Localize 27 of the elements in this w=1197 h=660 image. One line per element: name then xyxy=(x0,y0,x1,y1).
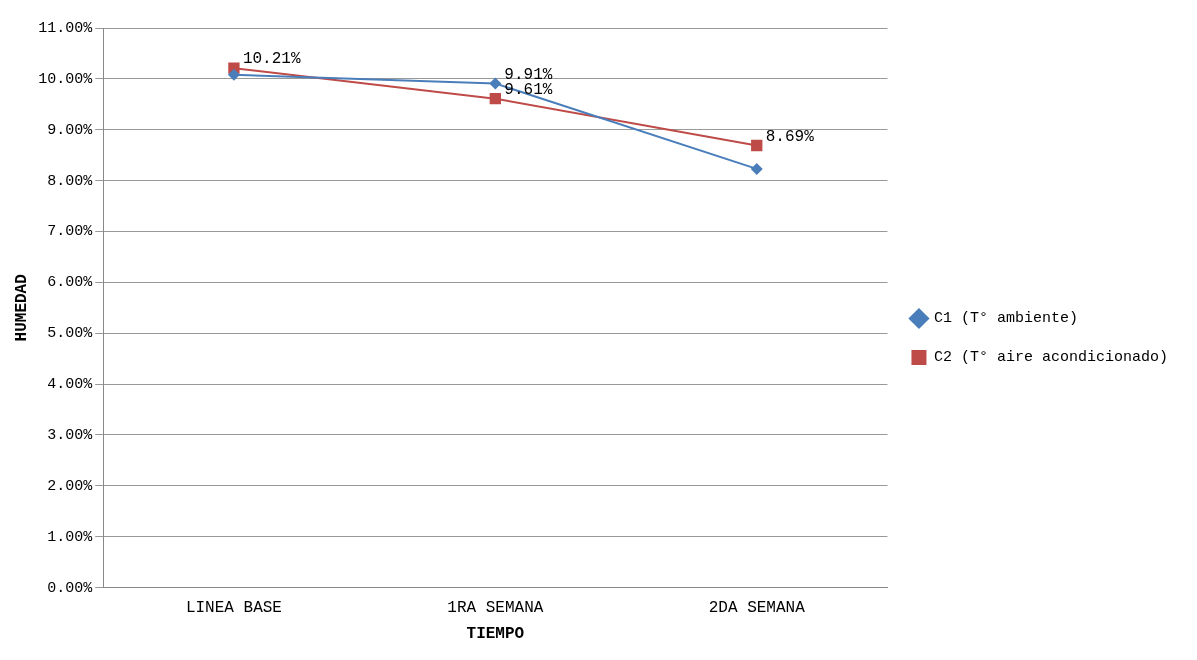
y-tick-label: 0.00% xyxy=(47,579,94,597)
y-tick-label: 4.00% xyxy=(47,376,94,394)
x-tick-label: 2DA SEMANA xyxy=(708,599,806,618)
point xyxy=(750,162,763,175)
y-tick-label: 11.00% xyxy=(38,19,94,37)
data-label: 9.91% xyxy=(504,65,553,84)
y-tick-label: 2.00% xyxy=(47,477,94,495)
y-tick-label: 6.00% xyxy=(47,274,94,292)
x-axis-title: TIEMPO xyxy=(466,625,525,644)
point xyxy=(489,77,502,90)
point xyxy=(751,139,763,152)
legend-label: C2 (T° aire acondicionado) xyxy=(933,349,1169,367)
y-tick-label: 1.00% xyxy=(47,528,94,546)
y-tick-label: 9.00% xyxy=(47,121,94,139)
x-tick-label: LINEA BASE xyxy=(185,599,282,618)
y-axis-title: HUMEDAD xyxy=(12,274,31,342)
y-tick-label: 8.00% xyxy=(47,172,94,190)
x-tick-label: 1RA SEMANA xyxy=(447,599,544,618)
data-label: 10.21% xyxy=(242,50,301,69)
point xyxy=(227,68,240,81)
y-tick-label: 3.00% xyxy=(47,426,94,444)
point xyxy=(489,93,501,105)
y-tick-label: 10.00% xyxy=(38,70,94,88)
y-tick-label: 7.00% xyxy=(47,223,94,241)
legend-label: C1 (T° ambiente) xyxy=(933,310,1078,328)
y-tick-label: 5.00% xyxy=(47,325,94,343)
data-label: 8.69% xyxy=(765,127,815,146)
